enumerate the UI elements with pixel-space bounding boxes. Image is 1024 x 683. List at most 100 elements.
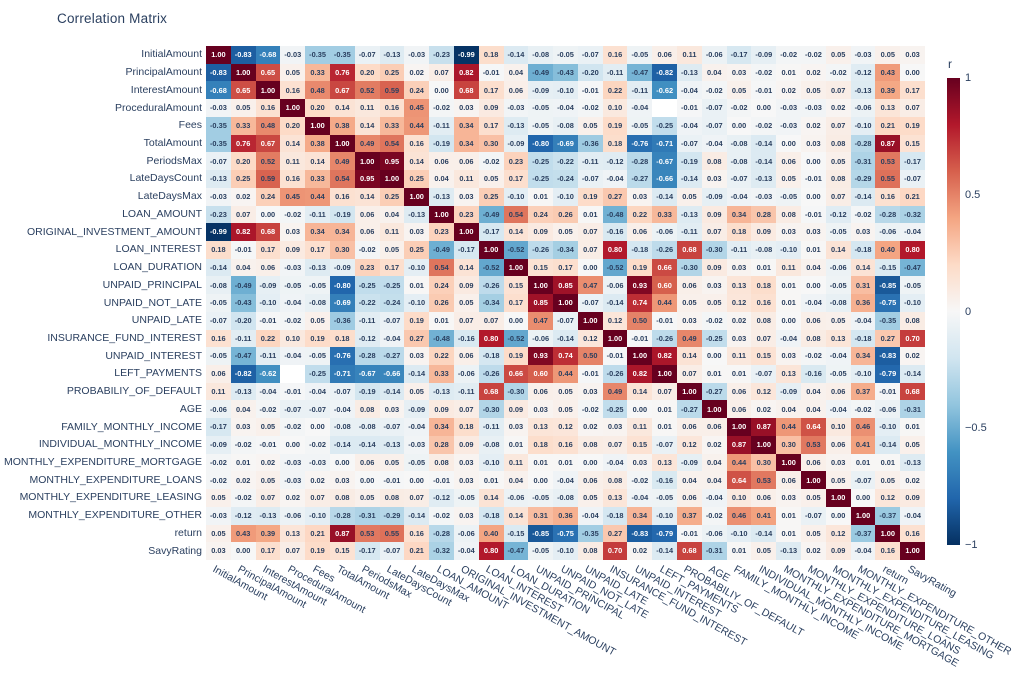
- heatmap-cell: 0.05: [776, 170, 802, 188]
- heatmap-cell: -0.03: [850, 46, 876, 64]
- heatmap-cell: -0.18: [627, 240, 653, 259]
- heatmap-cell: 0.06: [652, 46, 678, 64]
- heatmap-cell: 0.01: [900, 418, 925, 436]
- heatmap-cell: -0.16: [652, 471, 678, 490]
- heatmap-cell: -0.08: [329, 418, 355, 436]
- heatmap-cell: 0.24: [429, 276, 454, 295]
- heatmap-cell: -0.05: [825, 276, 851, 295]
- heatmap-cell: 1.00: [577, 311, 603, 330]
- heatmap-cell: -0.16: [801, 365, 826, 383]
- heatmap-cell: -0.07: [577, 170, 603, 188]
- heatmap-cell: -0.31: [900, 400, 925, 419]
- heatmap-cell: -0.01: [577, 81, 603, 100]
- heatmap-cell: 0.20: [230, 152, 256, 171]
- heatmap-cell: 0.02: [751, 400, 777, 419]
- heatmap-cell: 0.50: [577, 347, 603, 366]
- heatmap-cell: 1.00: [900, 542, 925, 560]
- heatmap-cell: 0.87: [726, 435, 752, 454]
- heatmap-cell: 0.08: [577, 435, 603, 454]
- heatmap-cell: -0.06: [701, 46, 727, 64]
- heatmap-cell: 0.21: [305, 524, 330, 543]
- heatmap-cell: 0.46: [726, 506, 752, 525]
- heatmap-cell: -0.14: [900, 365, 925, 383]
- heatmap-cell: -0.08: [726, 152, 752, 171]
- heatmap-cell: -0.49: [230, 276, 256, 295]
- heatmap-cell: -0.49: [528, 63, 554, 82]
- heatmap-cell: -0.10: [553, 542, 578, 560]
- heatmap-cell: -0.31: [701, 542, 727, 560]
- heatmap-cell: -0.04: [776, 329, 802, 348]
- heatmap-cell: 0.21: [875, 116, 901, 135]
- heatmap-cell: 0.08: [701, 152, 727, 171]
- heatmap-cell: 0.00: [255, 205, 281, 224]
- heatmap-cell: 0.03: [453, 506, 479, 525]
- heatmap-cell: 0.01: [776, 524, 802, 543]
- heatmap-cell: 0.70: [602, 542, 628, 560]
- heatmap-cell: -0.06: [701, 524, 727, 543]
- heatmap-cell: 0.67: [255, 134, 281, 153]
- heatmap-cell: 0.17: [503, 170, 529, 188]
- heatmap-cell: -0.07: [379, 311, 405, 330]
- heatmap-cell: 0.10: [602, 99, 628, 117]
- heatmap-cell: 0.00: [354, 471, 380, 490]
- heatmap-cell: 0.05: [453, 294, 479, 312]
- heatmap-cell: 0.08: [429, 453, 454, 472]
- heatmap-cell: 1.00: [825, 489, 851, 507]
- heatmap-cell: -0.13: [379, 46, 405, 64]
- heatmap-cell: 0.17: [255, 542, 281, 560]
- heatmap-cell: -0.62: [255, 365, 281, 383]
- heatmap-cell: -0.30: [478, 400, 504, 419]
- heatmap-cell: -0.02: [627, 471, 653, 490]
- heatmap-cell: -0.04: [280, 294, 306, 312]
- heatmap-cell: -0.16: [602, 223, 628, 241]
- heatmap-cell: 0.00: [577, 453, 603, 472]
- heatmap-cell: 0.95: [354, 170, 380, 188]
- heatmap-cell: -0.03: [776, 99, 802, 117]
- heatmap-cell: 0.55: [875, 170, 901, 188]
- heatmap-cell: 0.15: [503, 276, 529, 295]
- heatmap-cell: -0.17: [900, 152, 925, 171]
- heatmap-cell: -0.07: [900, 170, 925, 188]
- heatmap-cell: 0.12: [875, 489, 901, 507]
- heatmap-cell: 0.27: [875, 329, 901, 348]
- heatmap-cell: -0.05: [528, 99, 554, 117]
- heatmap-cell: 0.03: [701, 276, 727, 295]
- heatmap-cell: -0.09: [677, 453, 702, 472]
- heatmap-cell: -0.10: [726, 524, 752, 543]
- heatmap-cell: 0.05: [206, 524, 231, 543]
- heatmap-cell: 0.09: [528, 223, 554, 241]
- heatmap-cell: 0.07: [825, 187, 851, 206]
- heatmap-cell: 0.87: [329, 524, 355, 543]
- heatmap-cell: 0.16: [280, 170, 306, 188]
- heatmap-cell: -0.19: [329, 205, 355, 224]
- heatmap-cell: -0.52: [602, 258, 628, 277]
- heatmap-cell: -0.14: [329, 435, 355, 454]
- heatmap-cell: -0.01: [255, 311, 281, 330]
- heatmap-cell: 0.07: [751, 329, 777, 348]
- heatmap-cell: -0.10: [900, 294, 925, 312]
- heatmap-cell: -0.62: [652, 81, 678, 100]
- colorbar-title: r: [948, 57, 952, 71]
- heatmap-cell: 0.36: [850, 294, 876, 312]
- heatmap-cell: -0.05: [825, 365, 851, 383]
- heatmap-cell: 0.34: [429, 418, 454, 436]
- heatmap-cell: 0.08: [751, 311, 777, 330]
- heatmap-cell: -0.14: [404, 506, 430, 525]
- y-axis-label: LOAN_DURATION: [113, 261, 203, 274]
- heatmap-cell: -0.10: [404, 258, 430, 277]
- heatmap-cell: 0.34: [329, 223, 355, 241]
- heatmap-cell: -0.01: [677, 99, 702, 117]
- heatmap-cell: -0.19: [677, 152, 702, 171]
- heatmap-cell: -0.49: [478, 205, 504, 224]
- heatmap-cell: -0.02: [577, 99, 603, 117]
- heatmap-cell: 1.00: [429, 205, 454, 224]
- heatmap-cell: 0.22: [429, 347, 454, 366]
- heatmap-cell: 0.02: [305, 471, 330, 490]
- heatmap-cell: 0.07: [280, 542, 306, 560]
- heatmap-cell: 0.05: [354, 489, 380, 507]
- heatmap-cell: 0.07: [429, 63, 454, 82]
- heatmap-cell: 0.41: [850, 435, 876, 454]
- heatmap-cell: -0.05: [453, 489, 479, 507]
- heatmap-cell: 0.00: [230, 542, 256, 560]
